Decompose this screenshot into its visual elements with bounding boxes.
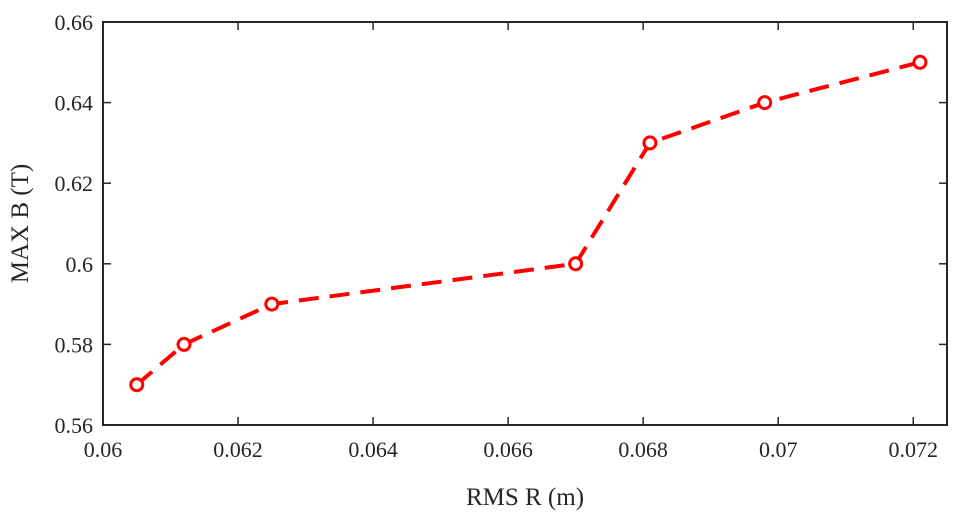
data-point-marker [129, 377, 145, 393]
plot-frame [102, 21, 948, 426]
y-tick-label: 0.62 [55, 171, 94, 196]
data-point-marker [176, 336, 192, 352]
x-tick-label: 0.068 [618, 437, 668, 462]
data-point-marker [642, 135, 658, 151]
data-point-marker [568, 256, 584, 272]
x-tick-label: 0.066 [483, 437, 533, 462]
y-tick-label: 0.56 [55, 413, 94, 438]
data-point-marker [757, 95, 773, 111]
y-tick-label: 0.58 [55, 332, 94, 357]
x-tick-label: 0.062 [213, 437, 263, 462]
y-tick-label: 0.64 [55, 91, 94, 116]
plot-marks [129, 54, 928, 393]
x-tick-label: 0.07 [759, 437, 798, 462]
data-point-marker [264, 296, 280, 312]
series-line [135, 60, 921, 387]
x-axis-title: RMS R (m) [466, 484, 584, 511]
x-tick-label: 0.06 [84, 437, 123, 462]
y-tick-label: 0.6 [66, 252, 94, 277]
ticks-group: 0.06 0.062 0.064 0.066 0.068 0.07 0.072 0.56 0.5… [55, 10, 947, 462]
x-tick-label: 0.064 [348, 437, 398, 462]
y-tick-label: 0.66 [55, 10, 94, 35]
x-tick-label: 0.072 [888, 437, 938, 462]
data-point-marker [912, 54, 928, 70]
y-axis-title: MAX B (T) [7, 164, 34, 283]
